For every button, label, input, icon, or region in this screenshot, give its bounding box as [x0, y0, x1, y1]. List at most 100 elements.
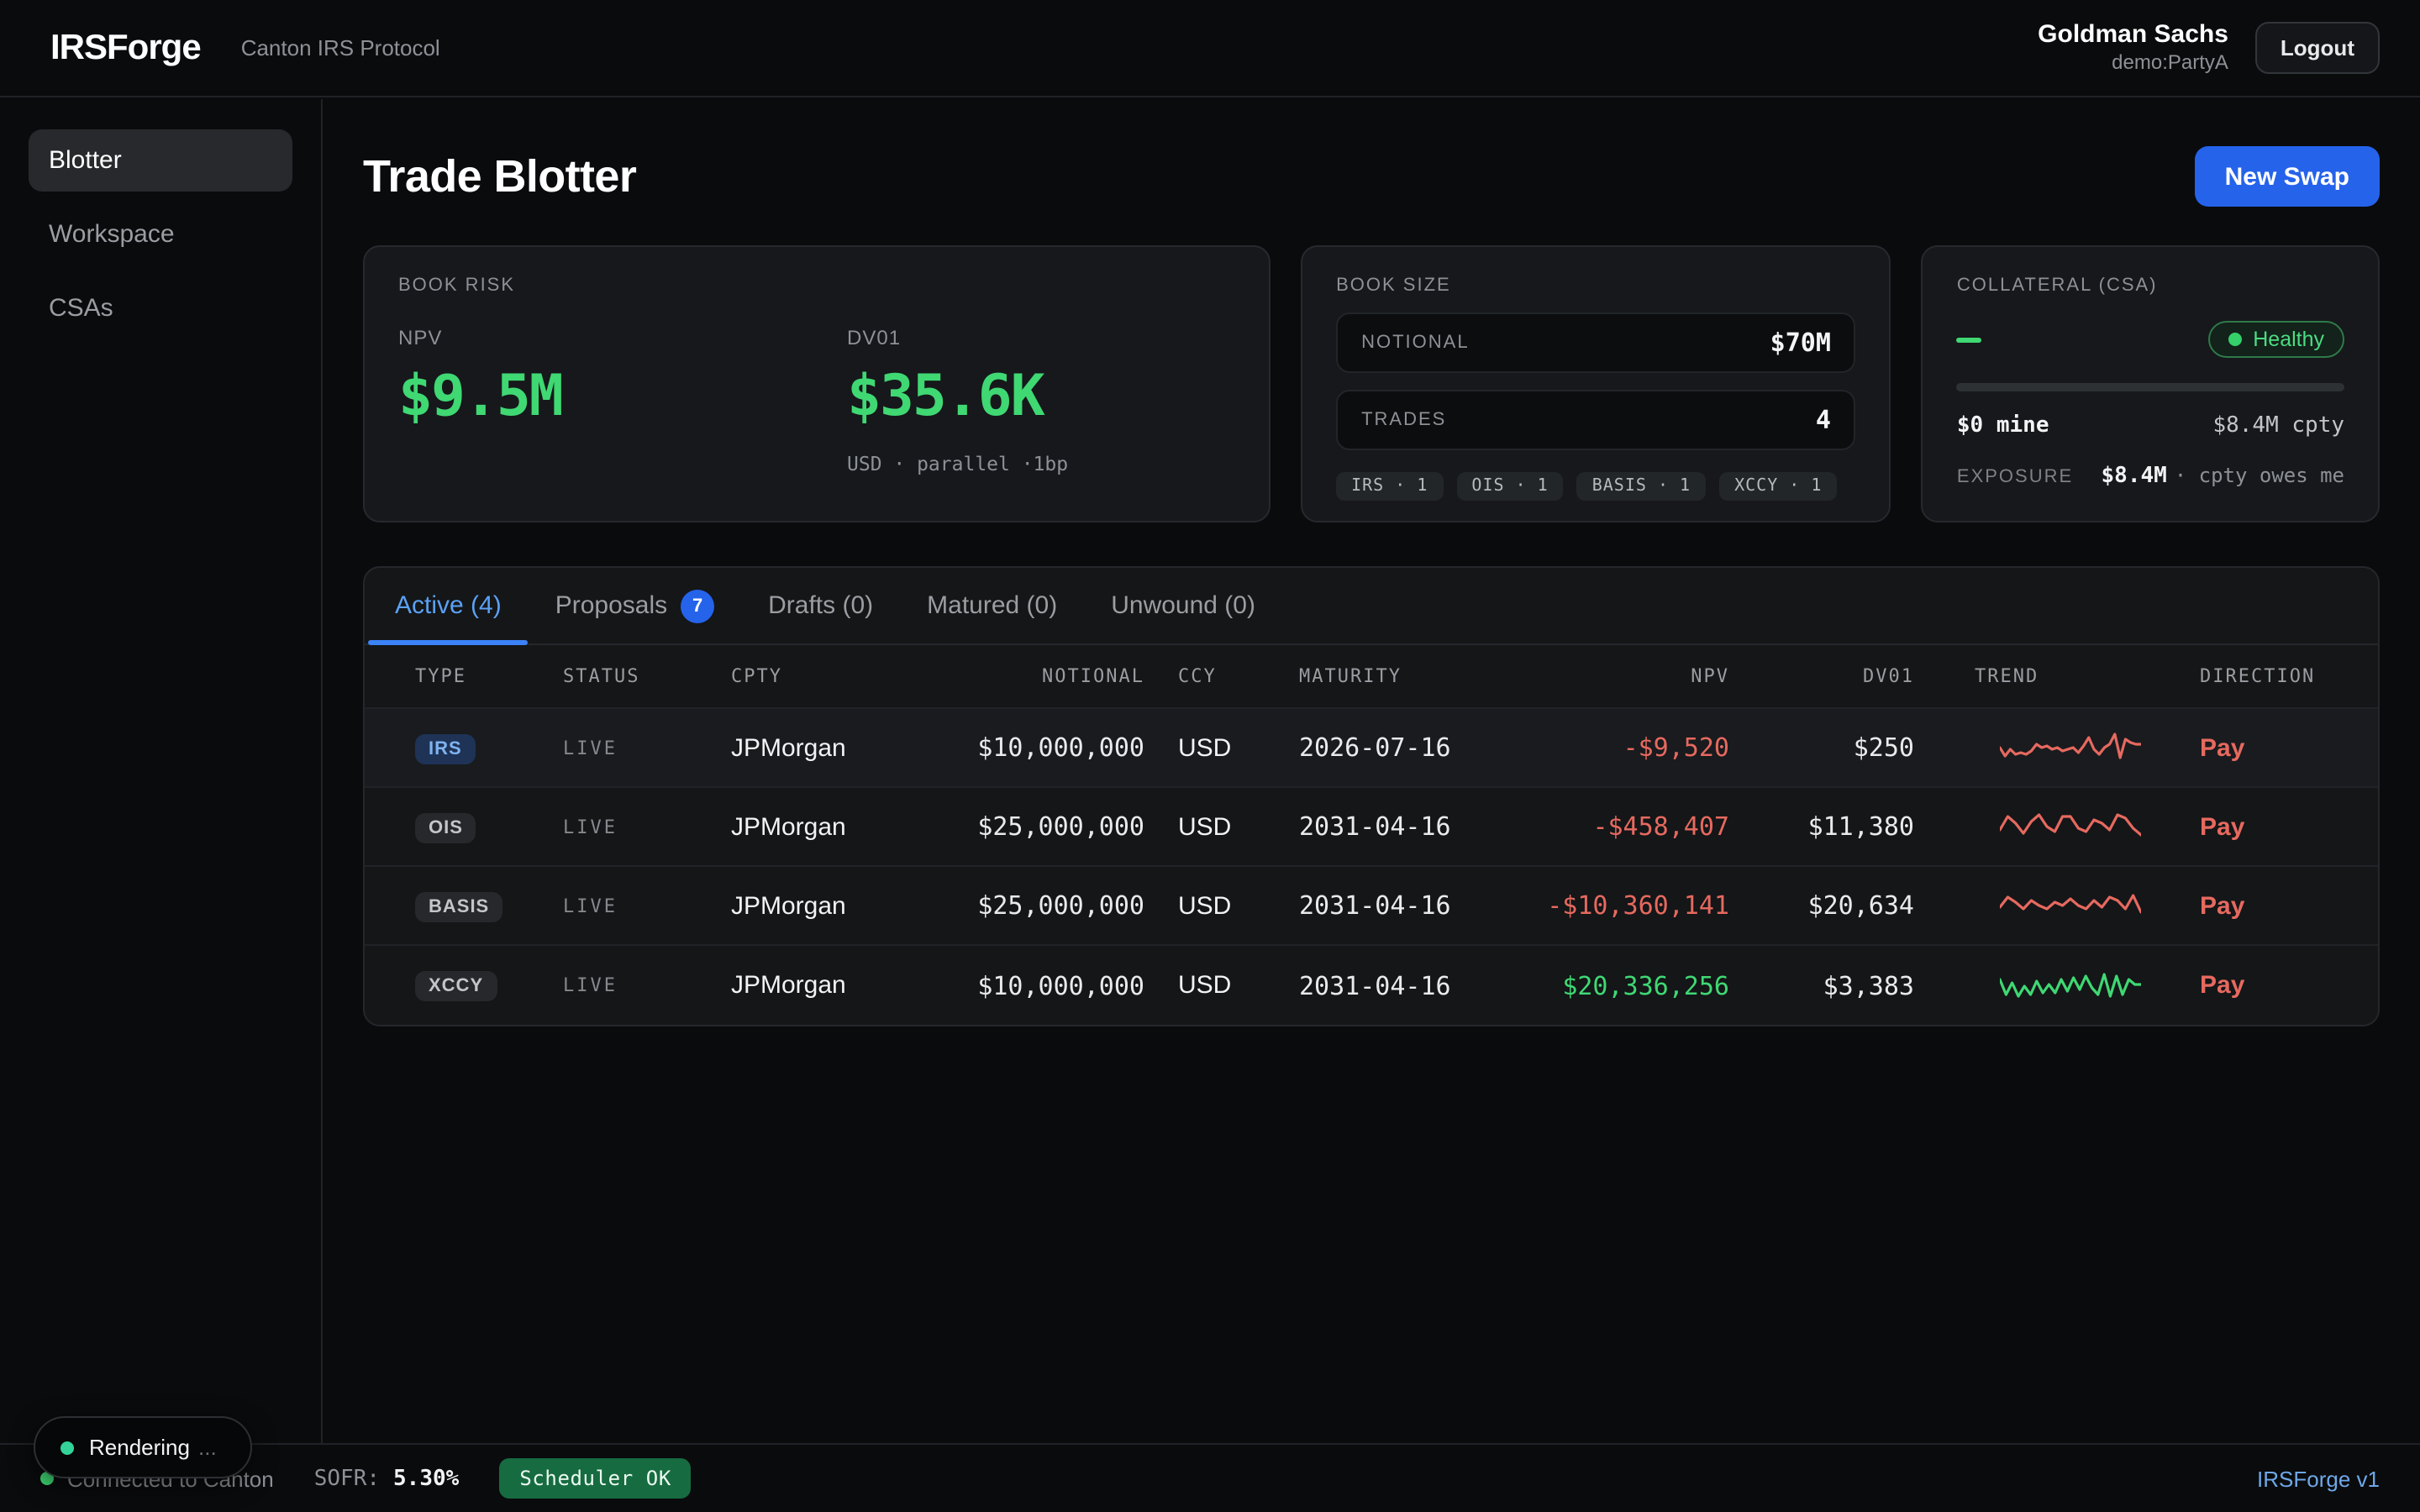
dv01-label: DV01: [847, 326, 902, 349]
trade-type-chip: OIS · 1: [1456, 472, 1564, 501]
cell-type: IRS: [415, 732, 563, 764]
cell-npv: -$10,360,141: [1547, 890, 1729, 921]
exposure-label: EXPOSURE: [1956, 467, 2074, 487]
tab-unwound-0[interactable]: Unwound (0): [1084, 568, 1282, 643]
dv01-value: $35.6K: [847, 363, 1045, 430]
cell-direction[interactable]: Pay: [2200, 812, 2245, 841]
cell-status: LIVE: [563, 816, 618, 837]
tab-active-4[interactable]: Active (4): [368, 568, 529, 645]
cell-dv01: $250: [1853, 732, 1914, 763]
cell-counterparty: JPMorgan: [731, 812, 846, 841]
trade-type-chip: IRS · 1: [1336, 472, 1444, 501]
page-title: Trade Blotter: [363, 150, 637, 201]
blotter-tabs: Active (4) Proposals 7 Drafts (0) Matured (0…: [365, 568, 2378, 645]
cell-direction[interactable]: Pay: [2200, 733, 2245, 762]
tab-drafts-0[interactable]: Drafts (0): [741, 568, 900, 643]
cell-currency: USD: [1178, 891, 1232, 920]
dv01-note: USD · parallel ·1bp: [847, 452, 1069, 475]
column-header-notional: NOTIONAL: [1042, 665, 1144, 687]
exposure-note: · cpty owes me: [2174, 464, 2345, 487]
app-subtitle: Canton IRS Protocol: [240, 35, 440, 60]
cell-maturity: 2026-07-16: [1299, 732, 1451, 763]
user-block: Goldman Sachs demo:PartyA: [2038, 20, 2228, 76]
new-swap-button[interactable]: New Swap: [2194, 146, 2380, 207]
sofr-label: SOFR:: [313, 1466, 381, 1491]
cell-dv01: $20,634: [1807, 890, 1914, 921]
cell-maturity: 2031-04-16: [1299, 811, 1451, 842]
cell-type: BASIS: [415, 890, 563, 921]
cell-trend: [1914, 885, 2166, 926]
cell-npv: -$9,520: [1623, 732, 1729, 763]
cell-currency: USD: [1178, 733, 1232, 762]
cell-notional: $10,000,000: [977, 732, 1144, 763]
book-size-label: BOOK SIZE: [1336, 276, 1451, 296]
trade-type-chips: IRS · 1 OIS · 1 BASIS · 1 XCCY · 1: [1336, 472, 1856, 501]
tab-label: Drafts (0): [768, 591, 874, 620]
tab-count-badge: 7: [681, 589, 715, 622]
cell-notional: $25,000,000: [977, 811, 1144, 842]
type-badge: IRS: [415, 733, 476, 764]
table-header: TYPE STATUS CPTY NOTIONAL CCY MATURITY NPV DV01…: [365, 645, 2378, 709]
trades-row: TRADES 4: [1336, 390, 1856, 450]
user-party: demo:PartyA: [2112, 50, 2228, 74]
table-row[interactable]: IRS LIVE JPMorgan $10,000,000 USD 2026-07-16 -…: [365, 709, 2378, 788]
sidebar-item-csas[interactable]: CSAs: [49, 294, 113, 323]
trend-sparkline: [2000, 732, 2141, 759]
type-badge: OIS: [415, 812, 476, 843]
table-row[interactable]: OIS LIVE JPMorgan $25,000,000 USD 2031-04-16 -…: [365, 788, 2378, 867]
logout-button[interactable]: Logout: [2254, 22, 2380, 74]
cell-currency: USD: [1178, 971, 1232, 1000]
collateral-dash: [1956, 337, 1982, 342]
tab-proposals[interactable]: Proposals 7: [529, 568, 741, 643]
type-badge: XCCY: [415, 971, 497, 1001]
cell-notional: $10,000,000: [977, 970, 1144, 1000]
cell-type: XCCY: [415, 969, 563, 1001]
notional-label: NOTIONAL: [1361, 333, 1470, 353]
tab-label: Active (4): [395, 591, 502, 620]
cell-direction[interactable]: Pay: [2200, 971, 2245, 1000]
collateral-card: COLLATERAL (CSA) Healthy $0 mine $8.4M c…: [1921, 245, 2381, 522]
table-row[interactable]: XCCY LIVE JPMorgan $10,000,000 USD 2031-04-16…: [365, 946, 2378, 1025]
cell-currency: USD: [1178, 812, 1232, 841]
column-header-type: TYPE: [415, 665, 466, 687]
trade-type-chip: XCCY · 1: [1719, 472, 1838, 501]
trend-sparkline: [2000, 894, 2141, 914]
cell-direction[interactable]: Pay: [2200, 891, 2245, 920]
column-header-npv: NPV: [1691, 665, 1729, 687]
cell-maturity: 2031-04-16: [1299, 970, 1451, 1000]
tab-label: Matured (0): [927, 591, 1058, 620]
sofr-value: 5.30%: [393, 1466, 460, 1491]
cell-notional: $25,000,000: [977, 890, 1144, 921]
column-header-ccy: CCY: [1178, 665, 1217, 687]
table-row[interactable]: BASIS LIVE JPMorgan $25,000,000 USD 2031-04-1…: [365, 867, 2378, 946]
tab-matured-0[interactable]: Matured (0): [900, 568, 1084, 643]
rendering-ellipsis: ...: [198, 1435, 217, 1460]
book-risk-label: BOOK RISK: [398, 276, 516, 296]
cell-trend: [1914, 727, 2166, 768]
collateral-label: COLLATERAL (CSA): [1956, 276, 2158, 296]
sidebar-item-blotter[interactable]: Blotter: [29, 129, 292, 192]
collateral-mine: $0 mine: [1956, 413, 2049, 438]
trades-value: 4: [1815, 405, 1831, 435]
main-content: Trade Blotter New Swap BOOK RISK NPV $9.…: [324, 99, 2420, 1443]
npv-label: NPV: [398, 326, 443, 349]
trend-sparkline: [2000, 972, 2141, 997]
sidebar-item-workspace[interactable]: Workspace: [49, 220, 175, 249]
sidebar: Blotter Workspace CSAs: [0, 99, 323, 1443]
cell-counterparty: JPMorgan: [731, 891, 846, 920]
notional-row: NOTIONAL $70M: [1336, 312, 1856, 373]
tab-label: Proposals: [555, 591, 668, 620]
tab-label: Unwound (0): [1111, 591, 1255, 620]
health-status: Healthy: [2253, 328, 2325, 351]
cell-status: LIVE: [563, 737, 618, 759]
cell-trend: [1914, 965, 2166, 1005]
npv-value: $9.5M: [398, 363, 564, 430]
blotter-panel: Active (4) Proposals 7 Drafts (0) Matured (0…: [363, 566, 2380, 1026]
app-logo: IRSForge: [50, 28, 202, 66]
scheduler-badge: Scheduler OK: [499, 1458, 692, 1499]
collateral-progress-track: [1956, 383, 2345, 391]
cell-dv01: $11,380: [1807, 811, 1914, 842]
rendering-dot-icon: [60, 1441, 74, 1454]
notional-value: $70M: [1770, 328, 1831, 358]
